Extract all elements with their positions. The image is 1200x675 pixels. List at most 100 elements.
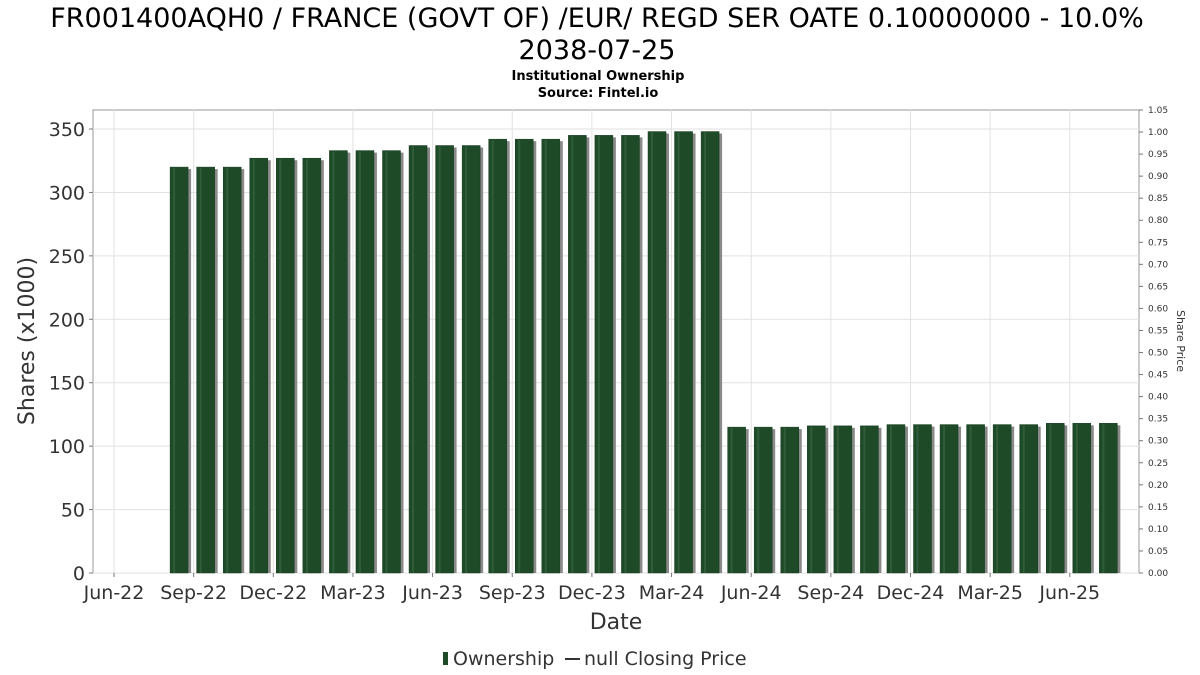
bar-highlight bbox=[571, 136, 574, 573]
bar-highlight bbox=[1102, 424, 1105, 573]
bar-highlight bbox=[624, 136, 627, 573]
bar-highlight bbox=[943, 425, 946, 573]
x-tick-label: Jun-25 bbox=[1038, 582, 1100, 604]
bar-ownership bbox=[966, 424, 985, 574]
chart-subtitle: Institutional Ownership bbox=[512, 69, 685, 84]
x-tick-label: Jun-22 bbox=[83, 582, 145, 604]
grid-lines bbox=[93, 110, 1139, 574]
left-tick-label: 350 bbox=[49, 119, 85, 141]
bar-highlight bbox=[863, 426, 866, 573]
bar-ownership bbox=[568, 135, 587, 574]
x-tick-label: Jun-23 bbox=[401, 582, 463, 604]
bar-highlight bbox=[226, 168, 229, 573]
bar-highlight bbox=[916, 425, 919, 573]
left-tick-label: 300 bbox=[49, 182, 85, 204]
bar-ownership bbox=[992, 424, 1012, 574]
right-tick-label: 0.65 bbox=[1148, 282, 1168, 292]
x-tick-label: Mar-24 bbox=[639, 582, 705, 604]
bar-ownership bbox=[621, 135, 640, 574]
legend-closing-price-label: null Closing Price bbox=[584, 648, 747, 670]
bar-ownership bbox=[408, 145, 428, 574]
bar-highlight bbox=[385, 151, 388, 573]
bar-highlight bbox=[358, 151, 361, 573]
x-tick-label: Mar-23 bbox=[320, 582, 386, 604]
left-tick-label: 200 bbox=[49, 309, 85, 331]
bar-highlight bbox=[518, 140, 521, 573]
bar-ownership bbox=[355, 150, 375, 574]
right-tick-label: 0.10 bbox=[1148, 525, 1168, 535]
bar-ownership bbox=[1099, 423, 1118, 574]
right-tick-label: 0.05 bbox=[1148, 547, 1168, 557]
left-tick-label: 250 bbox=[49, 246, 85, 268]
bar-ownership bbox=[753, 426, 773, 574]
bar-ownership bbox=[807, 425, 826, 574]
bar-ownership bbox=[1046, 423, 1065, 574]
bar-highlight bbox=[889, 425, 892, 573]
right-axis-ticks: 0.00 0.05 0.10 0.15 0.20 0.25 0.30 0.35 0.40 0.45… bbox=[1139, 106, 1168, 579]
bar-ownership bbox=[196, 166, 215, 574]
bar-ownership bbox=[594, 135, 614, 574]
bar-ownership bbox=[276, 157, 295, 574]
bar-ownership bbox=[302, 157, 322, 574]
right-tick-label: 0.85 bbox=[1148, 194, 1168, 204]
right-tick-label: 0.35 bbox=[1148, 415, 1168, 425]
bar-highlight bbox=[412, 146, 415, 573]
bar-ownership bbox=[860, 425, 879, 574]
bar-highlight bbox=[1049, 424, 1052, 573]
bar-highlight bbox=[332, 151, 335, 573]
bar-highlight bbox=[199, 168, 202, 573]
bar-highlight bbox=[173, 168, 176, 573]
bar-highlight bbox=[491, 140, 494, 573]
bar-highlight bbox=[677, 132, 680, 573]
bar-highlight bbox=[465, 146, 468, 573]
left-tick-label: 100 bbox=[49, 436, 85, 458]
right-tick-label: 0.25 bbox=[1148, 459, 1168, 469]
right-tick-label: 0.00 bbox=[1148, 569, 1168, 579]
x-tick-label: Sep-23 bbox=[479, 582, 546, 604]
bar-ownership bbox=[1019, 424, 1038, 574]
bars-group bbox=[169, 131, 1121, 574]
right-tick-label: 1.00 bbox=[1148, 128, 1168, 138]
bar-highlight bbox=[836, 426, 839, 573]
bar-ownership bbox=[780, 426, 799, 574]
bar-highlight bbox=[597, 136, 600, 573]
y-axis-label: Shares (x1000) bbox=[15, 257, 40, 425]
bar-ownership bbox=[329, 150, 348, 574]
bar-ownership bbox=[674, 131, 693, 574]
x-tick-label: Sep-22 bbox=[160, 582, 227, 604]
bar-ownership bbox=[727, 426, 746, 574]
bar-ownership bbox=[886, 424, 906, 574]
right-tick-label: 0.15 bbox=[1148, 503, 1168, 513]
right-tick-label: 1.05 bbox=[1148, 106, 1168, 116]
bar-highlight bbox=[730, 428, 733, 573]
right-tick-label: 0.80 bbox=[1148, 216, 1168, 226]
chart-title-line-1: FR001400AQH0 / FRANCE (GOVT OF) /EUR/ RE… bbox=[50, 3, 1144, 34]
x-tick-label: Dec-23 bbox=[558, 582, 626, 604]
bar-ownership bbox=[435, 145, 454, 574]
left-tick-label: 0 bbox=[73, 563, 85, 585]
bar-highlight bbox=[252, 159, 255, 573]
bar-highlight bbox=[996, 425, 999, 573]
right-tick-label: 0.95 bbox=[1148, 150, 1168, 160]
bar-highlight bbox=[305, 159, 308, 573]
bar-ownership bbox=[249, 157, 268, 574]
bar-ownership bbox=[939, 424, 959, 574]
left-tick-label: 150 bbox=[49, 373, 85, 395]
x-axis-ticks: Jun-22 Sep-22 Dec-22 Mar-23 Jun-23 Sep-23 Dec-… bbox=[83, 573, 1100, 604]
right-tick-label: 0.70 bbox=[1148, 260, 1168, 270]
x-tick-label: Mar-25 bbox=[957, 582, 1023, 604]
bar-highlight bbox=[1075, 424, 1078, 573]
left-axis-ticks: 0 50 100 150 200 250 300 350 bbox=[49, 119, 93, 585]
right-tick-label: 0.75 bbox=[1148, 238, 1168, 248]
bar-highlight bbox=[651, 132, 653, 573]
bar-ownership bbox=[1072, 423, 1092, 574]
bar-ownership bbox=[647, 131, 667, 574]
bar-highlight bbox=[810, 426, 813, 573]
bar-highlight bbox=[544, 140, 547, 573]
right-tick-label: 0.60 bbox=[1148, 304, 1168, 314]
bar-ownership bbox=[461, 145, 481, 574]
bar-ownership bbox=[913, 424, 932, 574]
bar-ownership bbox=[515, 138, 534, 574]
bar-highlight bbox=[783, 428, 786, 573]
